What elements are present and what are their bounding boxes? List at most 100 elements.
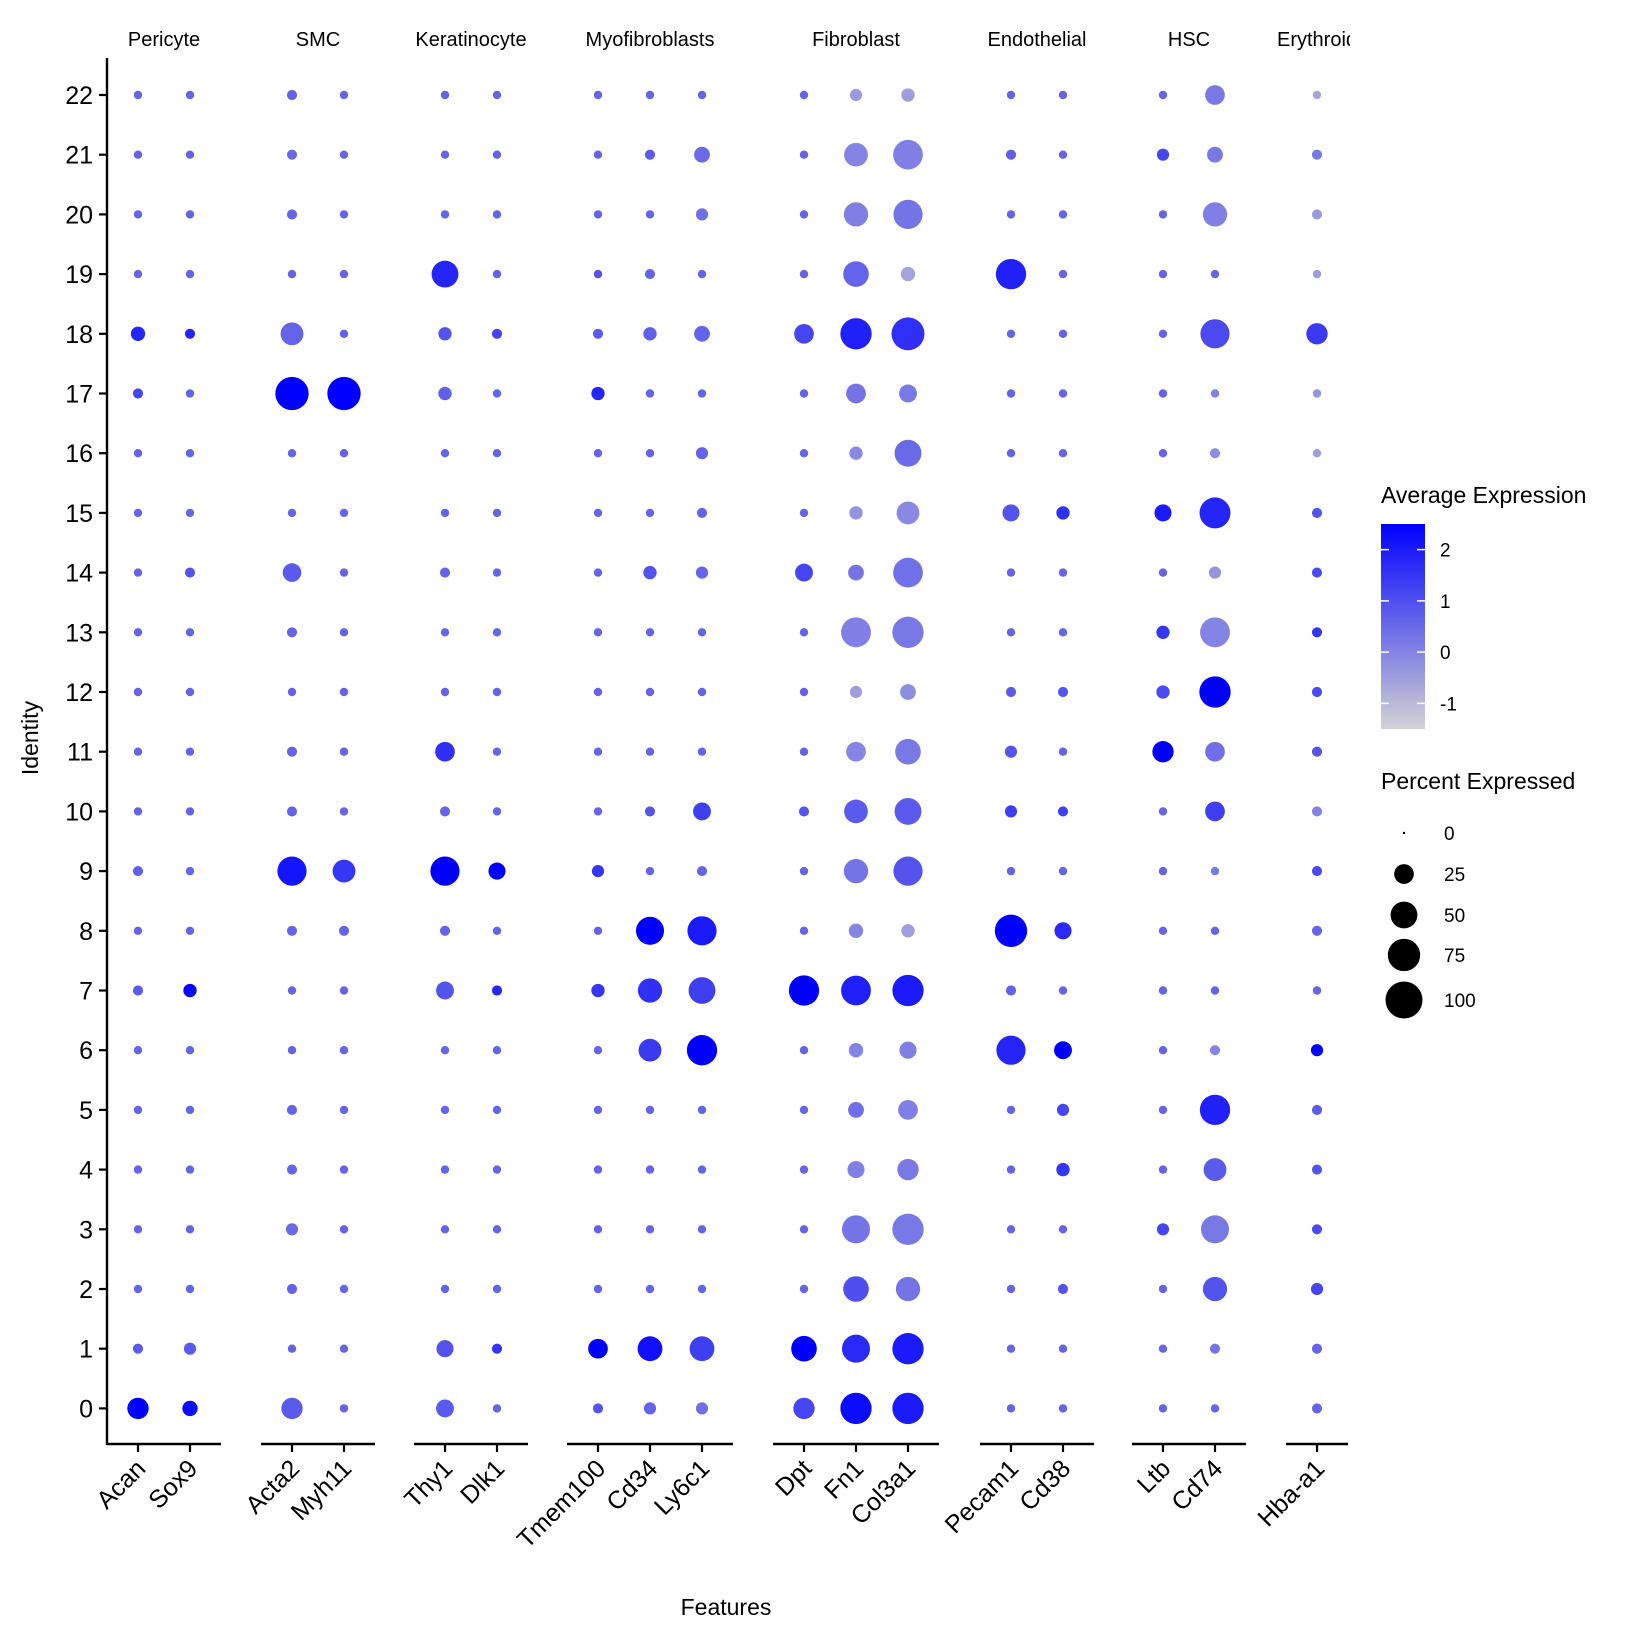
dot-Ltb-16 [1158,449,1168,458]
dot-Sox9-16 [185,449,195,458]
dot-Ltb-7 [1158,986,1168,995]
group-label-1: SMC [296,29,340,51]
dot-Col3a1-13 [892,616,924,648]
dot-Col3a1-21 [893,139,923,170]
dot-Dlk1-14 [492,568,502,577]
dot-Acan-12 [133,687,143,697]
dot-Dlk1-16 [492,449,502,458]
dot-Myh11-11 [339,747,349,756]
dot-Ly6c1-10 [693,802,711,821]
dot-Pecam1-21 [1005,149,1017,160]
dot-Myh11-18 [339,329,349,338]
dot-Pecam1-16 [1006,449,1016,458]
dot-Myh11-0 [339,1404,349,1413]
dot-Fn1-16 [849,446,863,460]
dot-Ly6c1-6 [686,1035,718,1066]
dot-Ltb-8 [1158,926,1168,935]
dot-Fn1-0 [840,1392,872,1425]
dot-Cd34-4 [645,1165,655,1174]
x-tick-label-Hba-a1: Hba-a1 [1252,1454,1330,1532]
dot-Cd38-4 [1056,1162,1070,1177]
dot-Sox9-12 [185,687,195,697]
dot-Cd34-9 [645,866,655,876]
dot-Pecam1-12 [1005,686,1017,698]
dot-Myh11-3 [339,1225,349,1234]
group-labels: Pericyte SMC Keratinocyte Myofibroblasts Fib… [128,29,1350,51]
dot-Col3a1-12 [900,684,916,700]
dot-Thy1-12 [440,687,450,697]
dot-Acta2-4 [286,1164,298,1175]
dot-Sox9-13 [185,628,195,637]
dot-Fn1-18 [840,318,872,350]
dot-Acan-15 [133,508,143,518]
dot-Cd74-7 [1210,986,1220,995]
dot-Dpt-7 [788,975,820,1006]
dot-Dlk1-20 [492,210,502,219]
dot-Fn1-8 [848,923,864,938]
dot-Dlk1-1 [491,1343,503,1354]
dot-Cd38-19 [1058,269,1068,279]
dot-Cd38-21 [1058,150,1068,159]
dot-Acan-8 [133,926,143,935]
dot-Ly6c1-9 [696,866,708,877]
dot-Hba-a1-8 [1311,925,1323,936]
dot-Dlk1-5 [492,1105,502,1115]
dot-Dpt-5 [799,1105,809,1115]
dot-Myh11-17 [327,376,361,411]
dot-Sox9-5 [185,1105,195,1115]
dot-Tmem100-10 [593,807,603,816]
dot-Myh11-19 [339,269,349,279]
dot-Ly6c1-19 [697,269,707,279]
dot-Dlk1-22 [492,90,502,100]
dot-Fn1-13 [841,617,871,648]
x-tick-label-Sox9: Sox9 [143,1454,203,1514]
dot-Acta2-0 [281,1397,303,1420]
dot-Col3a1-18 [891,317,925,351]
dot-Acta2-6 [287,1046,297,1055]
dot-Dpt-9 [799,866,809,876]
y-tick-label-5: 5 [79,1097,93,1125]
dot-Col3a1-15 [896,501,920,525]
color-legend-label: 0 [1440,643,1451,664]
dot-Ly6c1-22 [697,90,707,100]
dot-Acan-13 [133,628,143,637]
dot-Cd34-0 [643,1402,657,1415]
x-tick-label-Dpt: Dpt [770,1454,817,1501]
dot-Ly6c1-11 [697,747,707,756]
dot-Cd34-8 [635,916,665,945]
dot-Cd34-2 [645,1284,655,1294]
dot-Tmem100-11 [593,747,603,756]
dot-Col3a1-10 [894,797,922,825]
dot-Cd38-11 [1058,747,1068,756]
dot-Pecam1-7 [1005,985,1017,996]
dot-Cd34-3 [645,1225,655,1234]
color-legend-label: 2 [1440,541,1451,562]
dot-Ly6c1-18 [694,325,710,342]
dot-Sox9-22 [185,90,195,100]
dot-Pecam1-11 [1004,745,1018,758]
dot-Ltb-12 [1156,685,1170,699]
x-tick-label-Cd74: Cd74 [1166,1454,1228,1516]
dot-Pecam1-14 [1006,568,1016,577]
dot-Acan-5 [133,1105,143,1115]
dot-Sox9-0 [182,1400,198,1417]
dot-Fn1-20 [843,202,869,227]
y-tick-label-0: 0 [79,1395,93,1423]
dot-Fn1-2 [843,1276,869,1302]
dot-Dpt-15 [799,508,809,518]
dot-Ltb-0 [1158,1404,1168,1413]
y-tick-label-12: 12 [65,679,93,707]
y-tick-label-9: 9 [79,858,93,886]
dot-Tmem100-2 [593,1284,603,1294]
dot-Col3a1-0 [892,1392,924,1425]
dot-Acan-22 [133,90,143,100]
dot-Ltb-19 [1158,269,1168,279]
dot-Dlk1-17 [492,389,502,398]
dot-Cd38-12 [1057,686,1069,698]
dot-Thy1-11 [435,741,455,762]
dot-Dpt-10 [798,806,810,817]
dot-Myh11-20 [339,210,349,219]
dot-Pecam1-1 [1006,1344,1016,1353]
dot-Fn1-6 [848,1043,864,1058]
